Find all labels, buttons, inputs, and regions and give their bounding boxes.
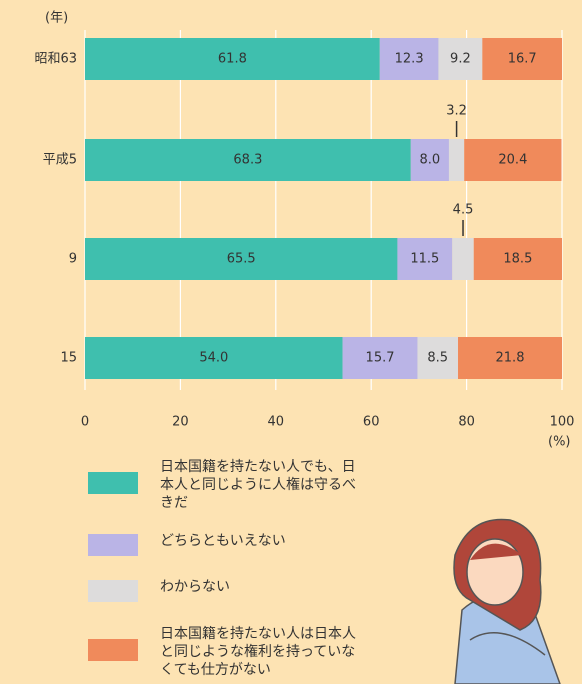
legend-label: 日本国籍を持たない人でも、日本人と同じように人権は守るべきだ	[160, 459, 356, 511]
x-axis-label: (%)	[548, 435, 571, 450]
legend-label: わからない	[160, 579, 230, 595]
bar-segment	[417, 337, 459, 379]
legend-swatch	[88, 639, 138, 661]
y-tick-label: 9	[69, 252, 77, 267]
bar-segment	[379, 38, 439, 80]
value-label: 61.8	[218, 52, 247, 67]
bar-segment	[85, 139, 411, 181]
value-label: 8.0	[420, 153, 441, 168]
legend-label: 日本国籍を持たない人は日本人と同じような権利を持っていなくても仕方がない	[160, 626, 356, 678]
bar-segment	[342, 337, 418, 379]
x-tick-label: 40	[268, 415, 285, 430]
value-label: 21.8	[496, 351, 525, 366]
value-label: 15.7	[366, 351, 395, 366]
legend-swatch	[88, 534, 138, 556]
value-label: 20.4	[498, 153, 527, 168]
bar-segment	[85, 238, 398, 280]
bar-segment	[482, 38, 562, 80]
bar-segment	[473, 238, 562, 280]
value-label: 65.5	[227, 252, 256, 267]
value-label: 68.3	[233, 153, 262, 168]
y-tick-label: 15	[60, 351, 77, 366]
legend-label: どちらともいえない	[160, 533, 286, 549]
bar-segment	[448, 139, 465, 181]
value-label: 11.5	[410, 252, 439, 267]
x-tick-label: 60	[363, 415, 380, 430]
value-label: 18.5	[503, 252, 532, 267]
value-label: 54.0	[199, 351, 228, 366]
woman-illustration	[453, 518, 561, 684]
legend-swatch	[88, 580, 138, 602]
y-tick-label: 平成5	[43, 153, 77, 168]
x-tick-label: 80	[458, 415, 475, 430]
value-label: 3.2	[446, 104, 467, 119]
bar-segment	[438, 38, 483, 80]
legend-swatch	[88, 472, 138, 494]
x-tick-label: 0	[81, 415, 89, 430]
bar-segment	[458, 337, 562, 379]
value-label: 4.5	[453, 203, 474, 218]
y-axis-label: (年)	[45, 11, 68, 26]
value-label: 8.5	[427, 351, 448, 366]
x-tick-label: 100	[550, 415, 575, 430]
value-label: 16.7	[508, 52, 537, 67]
bar-segment	[397, 238, 453, 280]
bar-segment	[85, 38, 380, 80]
value-label: 9.2	[450, 52, 471, 67]
bar-segment	[464, 139, 562, 181]
bar-segment	[452, 238, 474, 280]
value-label: 12.3	[395, 52, 424, 67]
bar-segment	[85, 337, 343, 379]
bar-segment	[410, 139, 449, 181]
y-tick-label: 昭和63	[34, 52, 77, 67]
x-tick-label: 20	[172, 415, 189, 430]
